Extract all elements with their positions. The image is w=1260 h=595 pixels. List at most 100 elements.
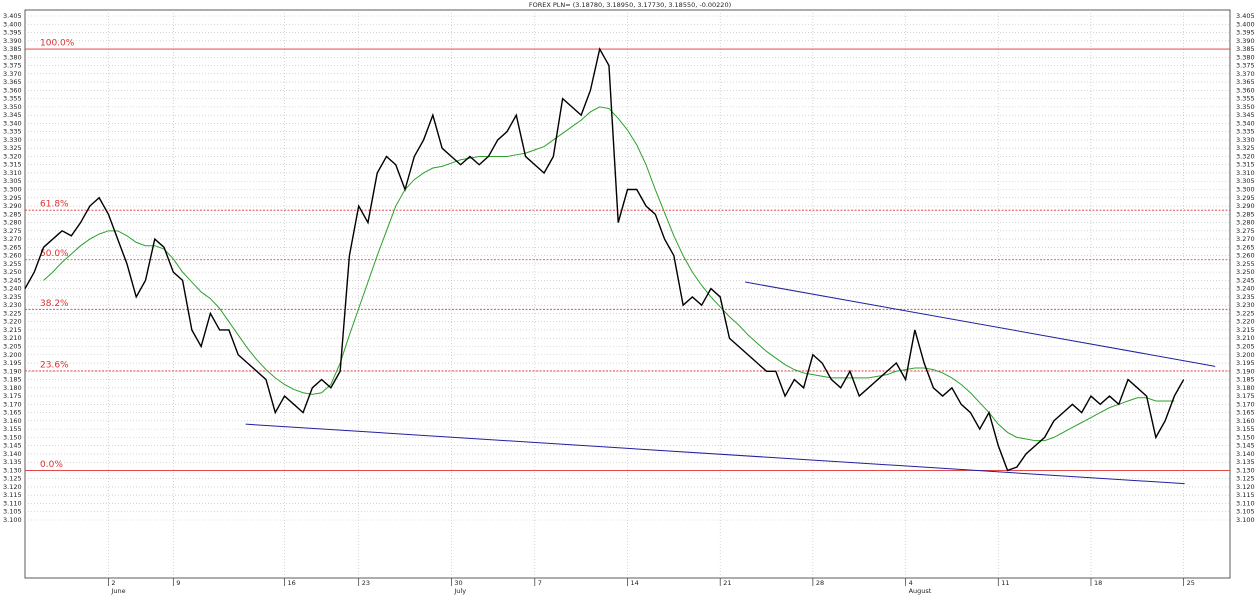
- x-tick-label: 30: [454, 579, 462, 587]
- y-tick-label: 3.220: [3, 318, 22, 326]
- y-tick-label-right: 3.255: [1236, 260, 1255, 268]
- y-tick-label-right: 3.160: [1236, 417, 1255, 425]
- y-tick-label: 3.305: [3, 177, 22, 185]
- y-tick-label: 3.130: [3, 466, 22, 474]
- y-tick-label-right: 3.350: [1236, 103, 1255, 111]
- y-tick-label: 3.335: [3, 128, 22, 136]
- y-tick-label-right: 3.285: [1236, 210, 1255, 218]
- y-tick-label-right: 3.175: [1236, 392, 1255, 400]
- y-tick-label: 3.270: [3, 235, 22, 243]
- y-tick-label-right: 3.335: [1236, 128, 1255, 136]
- y-tick-label-right: 3.185: [1236, 376, 1255, 384]
- y-tick-label: 3.320: [3, 152, 22, 160]
- y-tick-label: 3.170: [3, 400, 22, 408]
- y-tick-label: 3.265: [3, 243, 22, 251]
- y-tick-label: 3.260: [3, 252, 22, 260]
- y-tick-label: 3.390: [3, 37, 22, 45]
- y-tick-label-right: 3.245: [1236, 276, 1255, 284]
- y-tick-label: 3.340: [3, 119, 22, 127]
- y-tick-label-right: 3.320: [1236, 152, 1255, 160]
- y-tick-label-right: 3.105: [1236, 508, 1255, 516]
- y-tick-label: 3.195: [3, 359, 22, 367]
- y-tick-label-right: 3.295: [1236, 194, 1255, 202]
- chart-title: FOREX PLN= (3.18780, 3.18950, 3.17730, 3…: [529, 1, 731, 9]
- y-tick-label: 3.105: [3, 508, 22, 516]
- y-tick-label: 3.140: [3, 450, 22, 458]
- y-tick-label-right: 3.155: [1236, 425, 1255, 433]
- y-tick-label: 3.225: [3, 309, 22, 317]
- y-tick-label-right: 3.280: [1236, 219, 1255, 227]
- y-tick-label: 3.145: [3, 442, 22, 450]
- y-tick-label: 3.350: [3, 103, 22, 111]
- y-tick-label-right: 3.380: [1236, 53, 1255, 61]
- y-tick-label: 3.200: [3, 351, 22, 359]
- y-tick-label-right: 3.150: [1236, 433, 1255, 441]
- y-tick-label-right: 3.400: [1236, 20, 1255, 28]
- y-tick-label: 3.360: [3, 86, 22, 94]
- x-tick-label: 25: [1187, 579, 1195, 587]
- y-tick-label: 3.380: [3, 53, 22, 61]
- y-tick-label: 3.310: [3, 169, 22, 177]
- trendline: [245, 423, 1185, 485]
- y-tick-label: 3.405: [3, 12, 22, 20]
- y-tick-label: 3.215: [3, 326, 22, 334]
- y-tick-label: 3.370: [3, 70, 22, 78]
- y-tick-label-right: 3.315: [1236, 161, 1255, 169]
- x-tick-label: 7: [538, 579, 542, 587]
- y-tick-label: 3.125: [3, 475, 22, 483]
- x-tick-label: 21: [723, 579, 731, 587]
- y-tick-label: 3.160: [3, 417, 22, 425]
- y-tick-label-right: 3.165: [1236, 409, 1255, 417]
- y-tick-label: 3.180: [3, 384, 22, 392]
- y-tick-label: 3.325: [3, 144, 22, 152]
- y-tick-label-right: 3.235: [1236, 293, 1255, 301]
- month-label: August: [909, 587, 932, 595]
- fib-label: 23.6%: [40, 360, 69, 370]
- price-line: [24, 47, 1185, 472]
- fib-label: 0.0%: [40, 460, 63, 470]
- x-tick-label: 11: [1001, 579, 1009, 587]
- y-tick-label: 3.330: [3, 136, 22, 144]
- y-tick-label: 3.150: [3, 433, 22, 441]
- y-tick-label: 3.165: [3, 409, 22, 417]
- y-tick-label: 3.100: [3, 516, 22, 524]
- y-tick-label: 3.345: [3, 111, 22, 119]
- y-tick-label-right: 3.230: [1236, 301, 1255, 309]
- y-tick-label-right: 3.220: [1236, 318, 1255, 326]
- y-tick-label-right: 3.265: [1236, 243, 1255, 251]
- x-tick-label: 4: [909, 579, 913, 587]
- y-tick-label-right: 3.375: [1236, 62, 1255, 70]
- y-tick-label: 3.230: [3, 301, 22, 309]
- y-tick-label-right: 3.145: [1236, 442, 1255, 450]
- month-label: June: [110, 587, 125, 595]
- y-tick-label-right: 3.120: [1236, 483, 1255, 491]
- fib-label: 61.8%: [40, 200, 69, 210]
- y-tick-label-right: 3.395: [1236, 29, 1255, 37]
- y-tick-label-right: 3.210: [1236, 334, 1255, 342]
- y-tick-label-right: 3.250: [1236, 268, 1255, 276]
- y-tick-label: 3.365: [3, 78, 22, 86]
- fib-label: 38.2%: [40, 299, 69, 309]
- y-tick-label: 3.290: [3, 202, 22, 210]
- x-tick-label: 16: [288, 579, 296, 587]
- y-tick-label-right: 3.180: [1236, 384, 1255, 392]
- y-tick-label-right: 3.355: [1236, 95, 1255, 103]
- y-tick-label: 3.235: [3, 293, 22, 301]
- y-tick-label-right: 3.215: [1236, 326, 1255, 334]
- y-tick-label: 3.275: [3, 227, 22, 235]
- y-tick-label: 3.375: [3, 62, 22, 70]
- y-tick-label-right: 3.330: [1236, 136, 1255, 144]
- y-tick-label: 3.395: [3, 29, 22, 37]
- y-tick-label: 3.210: [3, 334, 22, 342]
- y-tick-label: 3.155: [3, 425, 22, 433]
- y-tick-label-right: 3.340: [1236, 119, 1255, 127]
- y-tick-label: 3.110: [3, 499, 22, 507]
- y-tick-label: 3.295: [3, 194, 22, 202]
- x-tick-label: 2: [111, 579, 115, 587]
- y-tick-label: 3.240: [3, 285, 22, 293]
- y-tick-label: 3.315: [3, 161, 22, 169]
- y-tick-label-right: 3.135: [1236, 458, 1255, 466]
- y-tick-label-right: 3.270: [1236, 235, 1255, 243]
- y-tick-label-right: 3.205: [1236, 342, 1255, 350]
